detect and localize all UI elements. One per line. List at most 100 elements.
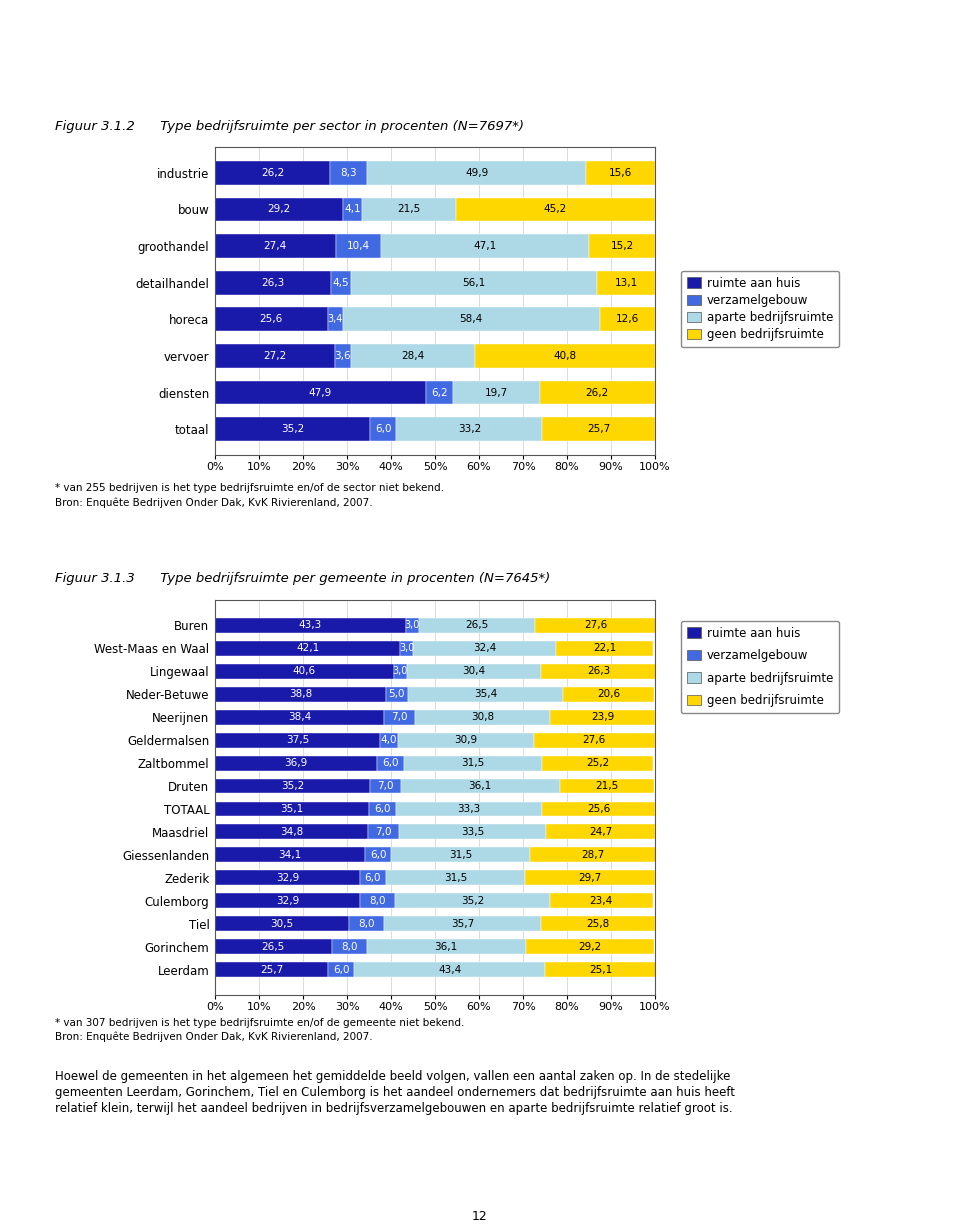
Bar: [399, 824, 546, 839]
Bar: [215, 664, 394, 679]
Bar: [384, 710, 415, 724]
Text: 19,7: 19,7: [485, 388, 508, 398]
Text: 56,1: 56,1: [463, 277, 486, 288]
Bar: [367, 161, 587, 185]
Bar: [386, 686, 408, 702]
Text: Figuur 3.1.2      Type bedrijfsruimte per sector in procenten (N=7697*): Figuur 3.1.2 Type bedrijfsruimte per sec…: [55, 120, 524, 133]
Text: 34,8: 34,8: [280, 827, 303, 837]
Bar: [540, 664, 657, 679]
Bar: [550, 710, 656, 724]
Text: 24,7: 24,7: [589, 827, 612, 837]
Text: 32,9: 32,9: [276, 896, 299, 906]
Bar: [400, 641, 414, 655]
Text: 25,6: 25,6: [588, 804, 611, 814]
Bar: [400, 779, 560, 793]
Text: 8,3: 8,3: [340, 168, 357, 177]
Bar: [215, 234, 336, 257]
Bar: [343, 308, 600, 331]
Bar: [330, 161, 367, 185]
Bar: [215, 848, 365, 862]
Text: 42,1: 42,1: [296, 643, 320, 653]
Text: 38,8: 38,8: [289, 689, 312, 700]
Bar: [414, 641, 556, 655]
Bar: [377, 755, 404, 770]
Bar: [370, 418, 396, 441]
Text: Bron: Enquête Bedrijven Onder Dak, KvK Rivierenland, 2007.: Bron: Enquête Bedrijven Onder Dak, KvK R…: [55, 496, 372, 508]
Text: 36,1: 36,1: [468, 781, 492, 791]
Bar: [350, 344, 475, 368]
Bar: [426, 381, 453, 404]
Bar: [349, 917, 384, 931]
Text: gemeenten Leerdam, Gorinchem, Tiel en Culemborg is het aandeel ondernemers dat b: gemeenten Leerdam, Gorinchem, Tiel en Cu…: [55, 1085, 735, 1099]
Bar: [362, 197, 456, 222]
Text: 6,0: 6,0: [333, 965, 349, 975]
Text: 8,0: 8,0: [358, 919, 375, 929]
Text: 35,4: 35,4: [474, 689, 497, 700]
Bar: [419, 618, 536, 633]
Bar: [215, 779, 370, 793]
Legend: ruimte aan huis, verzamelgebouw, aparte bedrijfsruimte, geen bedrijfsruimte: ruimte aan huis, verzamelgebouw, aparte …: [681, 621, 839, 713]
Text: 30,5: 30,5: [271, 919, 294, 929]
Bar: [336, 234, 381, 257]
Text: 35,2: 35,2: [281, 424, 304, 434]
Text: 38,4: 38,4: [288, 712, 311, 722]
Bar: [327, 308, 343, 331]
Text: 37,5: 37,5: [286, 736, 309, 745]
Text: 6,2: 6,2: [431, 388, 447, 398]
Bar: [370, 779, 400, 793]
Text: 27,4: 27,4: [264, 241, 287, 251]
Bar: [541, 917, 655, 931]
Bar: [396, 802, 542, 817]
Text: 49,9: 49,9: [465, 168, 489, 177]
Text: 8,0: 8,0: [341, 941, 357, 951]
Text: 29,2: 29,2: [578, 941, 602, 951]
Bar: [331, 939, 367, 954]
Text: 33,3: 33,3: [458, 804, 481, 814]
Bar: [215, 917, 349, 931]
Text: 4,5: 4,5: [332, 277, 348, 288]
Text: 26,2: 26,2: [586, 388, 609, 398]
Text: 36,1: 36,1: [435, 941, 458, 951]
Text: 35,2: 35,2: [281, 781, 304, 791]
Text: 36,9: 36,9: [284, 758, 308, 768]
Text: 33,2: 33,2: [458, 424, 481, 434]
Bar: [530, 848, 657, 862]
Bar: [215, 686, 386, 702]
Text: 13,1: 13,1: [614, 277, 637, 288]
Bar: [215, 197, 344, 222]
Text: 34,1: 34,1: [278, 850, 301, 860]
Text: 6,0: 6,0: [370, 850, 387, 860]
Bar: [215, 271, 330, 294]
Text: 23,9: 23,9: [591, 712, 614, 722]
Bar: [600, 308, 655, 331]
Bar: [370, 802, 396, 817]
Bar: [215, 710, 384, 724]
Text: 8,0: 8,0: [369, 896, 386, 906]
Bar: [215, 755, 377, 770]
Text: 40,6: 40,6: [293, 667, 316, 676]
Text: 21,5: 21,5: [595, 781, 618, 791]
Text: 3,4: 3,4: [327, 314, 343, 324]
Text: 7,0: 7,0: [391, 712, 408, 722]
Bar: [397, 733, 534, 748]
Text: 4,0: 4,0: [380, 736, 397, 745]
Bar: [215, 870, 360, 886]
Text: 31,5: 31,5: [449, 850, 472, 860]
Bar: [453, 381, 540, 404]
Text: 25,2: 25,2: [587, 758, 610, 768]
Bar: [380, 733, 397, 748]
Text: 35,2: 35,2: [461, 896, 484, 906]
Text: 25,1: 25,1: [589, 965, 612, 975]
Bar: [365, 848, 392, 862]
Text: 6,0: 6,0: [374, 424, 392, 434]
Text: 30,4: 30,4: [462, 667, 486, 676]
Bar: [545, 962, 656, 977]
Text: 47,9: 47,9: [309, 388, 332, 398]
Bar: [215, 962, 328, 977]
Text: 28,7: 28,7: [582, 850, 605, 860]
Bar: [475, 344, 655, 368]
Bar: [215, 733, 380, 748]
Text: 27,6: 27,6: [583, 736, 606, 745]
Text: 26,3: 26,3: [587, 667, 611, 676]
Bar: [542, 755, 653, 770]
